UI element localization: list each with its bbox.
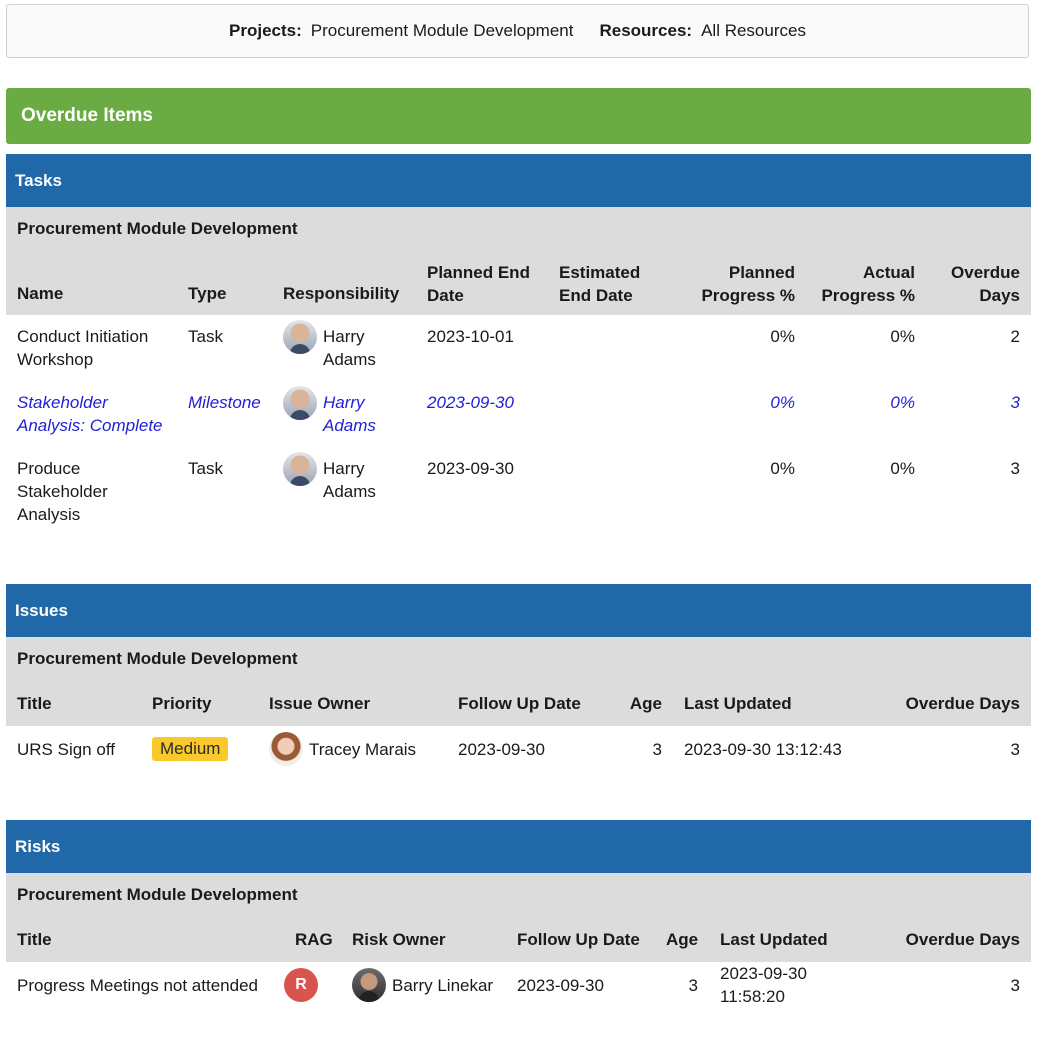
resources-filter-value[interactable]: All Resources [701,21,806,40]
avatar [283,386,317,420]
risk-title[interactable]: Progress Meetings not attended [17,975,258,995]
task-name[interactable]: Stakeholder Analysis: Complete [17,393,163,435]
risk-overdue-days: 3 [1010,975,1020,995]
task-planned-end: 2023-09-30 [427,459,514,478]
issue-overdue-days: 3 [1010,739,1020,759]
issue-title[interactable]: URS Sign off [17,739,115,759]
col-follow-up-date[interactable]: Follow Up Date [506,917,655,962]
task-name[interactable]: Conduct Initiation Workshop [17,327,149,369]
owner-name: Tracey Marais [309,739,417,759]
task-planned-progress: 0% [770,393,795,412]
projects-filter-value[interactable]: Procurement Module Development [310,21,574,40]
col-actual-progress[interactable]: Actual Progress % [806,251,926,315]
risks-section: Risks Procurement Module Development Tit… [6,820,1031,1008]
priority-badge: Medium [152,737,229,761]
issue-age: 3 [652,739,662,759]
task-estimated-end [548,381,678,447]
task-estimated-end [548,447,678,537]
task-responsibility: Harry Adams [283,452,405,503]
avatar [283,320,317,354]
col-planned-progress[interactable]: Planned Progress % [678,251,806,315]
overdue-items-banner: Overdue Items [6,88,1031,144]
col-last-updated[interactable]: Last Updated [709,917,867,962]
col-age[interactable]: Age [597,681,673,726]
issues-project-name: Procurement Module Development [6,637,1031,681]
risk-last-updated: 2023-09-30 11:58:20 [720,964,807,1006]
col-type[interactable]: Type [177,251,272,315]
tasks-section: Tasks Procurement Module Development Nam… [6,154,1031,537]
col-age[interactable]: Age [655,917,709,962]
responsible-person: Harry Adams [323,459,376,501]
task-actual-progress: 0% [890,393,915,412]
issue-last-updated: 2023-09-30 13:12:43 [684,739,842,759]
avatar [283,452,317,486]
risks-project-name: Procurement Module Development [6,873,1031,917]
risks-header: Risks [6,820,1031,873]
col-responsibility[interactable]: Responsibility [272,251,416,315]
avatar [352,968,386,1002]
table-row[interactable]: Progress Meetings not attended R Barry L… [6,962,1031,1008]
col-estimated-end-date[interactable]: Estimated End Date [548,251,678,315]
task-type: Milestone [188,393,261,412]
filter-bar: Projects: Procurement Module Development… [6,4,1029,58]
task-overdue-days: 3 [1010,459,1020,478]
task-overdue-days: 3 [1010,393,1020,412]
task-responsibility: Harry Adams [283,320,405,371]
risks-table: Title RAG Risk Owner Follow Up Date Age … [6,917,1031,1008]
projects-label: Projects: [229,21,302,40]
col-overdue-days[interactable]: Overdue Days [926,251,1031,315]
task-actual-progress: 0% [890,459,915,478]
col-name[interactable]: Name [6,251,177,315]
col-follow-up-date[interactable]: Follow Up Date [447,681,597,726]
risk-owner: Barry Linekar [352,968,495,1002]
issues-table: Title Priority Issue Owner Follow Up Dat… [6,681,1031,772]
tasks-project-name: Procurement Module Development [6,207,1031,251]
task-responsibility: Harry Adams [283,386,405,437]
avatar [269,732,303,766]
col-title[interactable]: Title [6,917,284,962]
col-issue-owner[interactable]: Issue Owner [258,681,447,726]
owner-name: Barry Linekar [392,975,494,995]
task-type: Task [188,459,223,478]
task-planned-end: 2023-09-30 [427,393,514,412]
responsible-person: Harry Adams [323,327,376,369]
issues-header: Issues [6,584,1031,637]
risk-follow-up: 2023-09-30 [517,975,604,995]
col-title[interactable]: Title [6,681,141,726]
col-rag[interactable]: RAG [284,917,341,962]
table-row[interactable]: Conduct Initiation Workshop Task Harry A… [6,315,1031,381]
tasks-table: Name Type Responsibility Planned End Dat… [6,251,1031,537]
task-name[interactable]: Produce Stakeholder Analysis [17,459,108,524]
responsible-person: Harry Adams [323,393,376,435]
col-priority[interactable]: Priority [141,681,258,726]
col-planned-end-date[interactable]: Planned End Date [416,251,548,315]
task-planned-progress: 0% [770,327,795,346]
col-overdue-days[interactable]: Overdue Days [868,681,1031,726]
task-estimated-end [548,315,678,381]
tasks-header: Tasks [6,154,1031,207]
col-overdue-days[interactable]: Overdue Days [867,917,1031,962]
task-planned-progress: 0% [770,459,795,478]
table-row[interactable]: Produce Stakeholder Analysis Task Harry … [6,447,1031,537]
resources-label: Resources: [599,21,693,40]
col-risk-owner[interactable]: Risk Owner [341,917,506,962]
rag-status-badge: R [284,968,318,1002]
col-last-updated[interactable]: Last Updated [673,681,868,726]
risk-age: 3 [688,975,698,995]
issue-owner: Tracey Marais [269,732,436,766]
table-row[interactable]: Stakeholder Analysis: Complete Milestone… [6,381,1031,447]
table-row[interactable]: URS Sign off Medium Tracey Marais 2023-0… [6,726,1031,772]
task-type: Task [188,327,223,346]
issues-section: Issues Procurement Module Development Ti… [6,584,1031,772]
task-planned-end: 2023-10-01 [427,327,514,346]
task-actual-progress: 0% [890,327,915,346]
task-overdue-days: 2 [1010,327,1020,346]
issue-follow-up: 2023-09-30 [458,739,545,759]
